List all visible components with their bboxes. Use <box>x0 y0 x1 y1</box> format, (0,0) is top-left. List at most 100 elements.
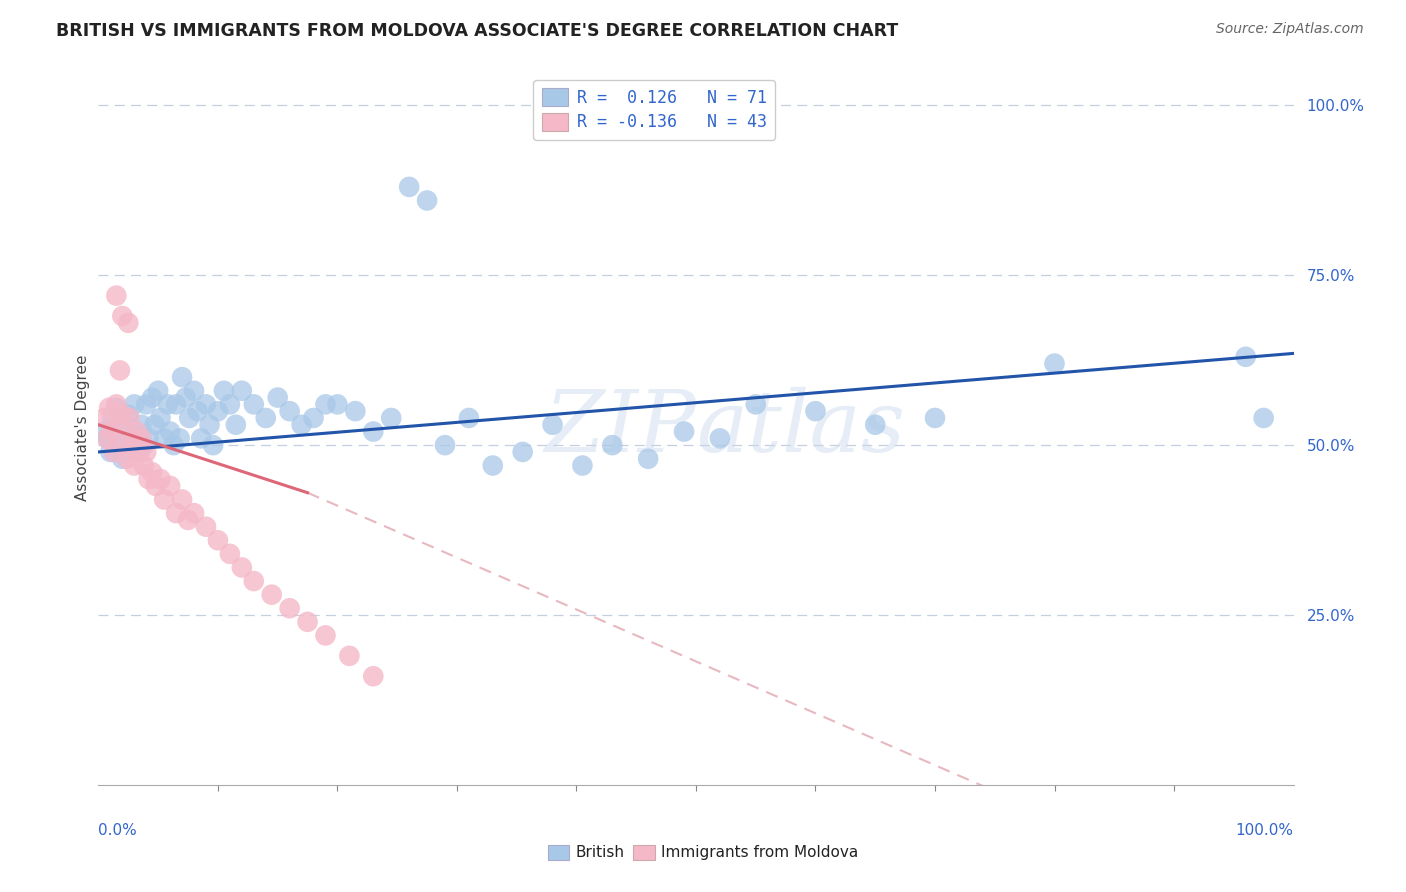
Point <box>159 479 181 493</box>
Point <box>98 445 122 459</box>
Point <box>96 431 118 445</box>
Point <box>225 417 247 432</box>
Point <box>416 194 439 208</box>
Text: 100.0%: 100.0% <box>1236 823 1294 838</box>
Point <box>541 417 564 432</box>
Point <box>132 438 155 452</box>
Point <box>163 438 186 452</box>
Point <box>339 648 361 663</box>
Point <box>149 472 172 486</box>
Point <box>190 431 212 445</box>
Point <box>111 408 134 422</box>
Point <box>128 445 150 459</box>
Point <box>434 438 457 452</box>
Point <box>380 411 402 425</box>
Point <box>254 411 277 425</box>
Point <box>111 451 134 466</box>
Point <box>103 445 125 459</box>
Text: atlas: atlas <box>696 387 905 469</box>
Point <box>118 411 141 425</box>
Text: 0.0%: 0.0% <box>98 823 138 838</box>
Point <box>804 404 827 418</box>
Point <box>267 391 290 405</box>
Point <box>745 397 768 411</box>
Point <box>924 411 946 425</box>
Point <box>291 417 314 432</box>
Point <box>145 479 167 493</box>
Point <box>231 384 253 398</box>
Point <box>169 431 191 445</box>
Y-axis label: Associate's Degree: Associate's Degree <box>75 355 90 501</box>
Point <box>172 370 194 384</box>
Point <box>131 417 153 432</box>
Point <box>117 316 139 330</box>
Point <box>195 397 218 411</box>
Point <box>1234 350 1257 364</box>
Point <box>111 309 134 323</box>
Point <box>326 397 349 411</box>
Point <box>198 417 221 432</box>
Point <box>143 417 166 432</box>
Point <box>132 458 155 473</box>
Point <box>398 180 420 194</box>
Point <box>297 615 319 629</box>
Legend: British, Immigrants from Moldova: British, Immigrants from Moldova <box>541 838 865 866</box>
Point <box>153 431 176 445</box>
Point <box>148 384 170 398</box>
Point <box>179 411 201 425</box>
Point <box>458 411 481 425</box>
Point <box>260 588 283 602</box>
Point <box>115 451 138 466</box>
Point <box>135 445 157 459</box>
Point <box>231 560 253 574</box>
Point <box>153 492 176 507</box>
Text: Source: ZipAtlas.com: Source: ZipAtlas.com <box>1216 22 1364 37</box>
Point <box>207 533 229 548</box>
Point <box>105 288 128 302</box>
Point <box>124 397 146 411</box>
Point <box>344 404 367 418</box>
Point <box>100 425 122 439</box>
Point <box>571 458 593 473</box>
Point <box>219 547 242 561</box>
Point <box>131 431 153 445</box>
Point <box>174 391 197 405</box>
Point <box>363 669 385 683</box>
Point <box>315 397 337 411</box>
Point <box>183 506 205 520</box>
Point <box>97 431 120 445</box>
Point <box>1253 411 1275 425</box>
Point <box>202 438 225 452</box>
Point <box>101 411 124 425</box>
Text: BRITISH VS IMMIGRANTS FROM MOLDOVA ASSOCIATE'S DEGREE CORRELATION CHART: BRITISH VS IMMIGRANTS FROM MOLDOVA ASSOC… <box>56 22 898 40</box>
Point <box>673 425 696 439</box>
Point <box>278 404 301 418</box>
Point <box>183 384 205 398</box>
Point <box>177 513 200 527</box>
Point <box>602 438 624 452</box>
Point <box>481 458 505 473</box>
Point <box>637 451 659 466</box>
Point <box>709 431 731 445</box>
Point <box>207 404 229 418</box>
Point <box>114 417 136 432</box>
Point <box>278 601 301 615</box>
Point <box>105 401 128 415</box>
Point <box>172 492 194 507</box>
Point <box>302 411 325 425</box>
Point <box>141 391 163 405</box>
Point <box>98 401 121 415</box>
Point <box>1043 357 1066 371</box>
Point <box>195 519 218 533</box>
Point <box>93 425 115 439</box>
Point <box>105 397 128 411</box>
Point <box>159 425 181 439</box>
Point <box>107 417 129 432</box>
Point <box>128 445 150 459</box>
Point <box>156 397 179 411</box>
Point <box>135 397 157 411</box>
Point <box>865 417 887 432</box>
Point <box>219 397 242 411</box>
Point <box>243 397 266 411</box>
Point <box>212 384 235 398</box>
